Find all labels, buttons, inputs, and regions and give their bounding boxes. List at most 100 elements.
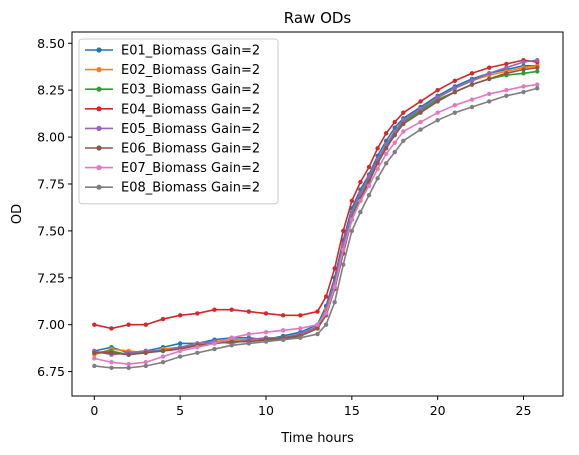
data-point <box>92 350 97 356</box>
data-point <box>212 346 217 352</box>
legend-item: E04_Biomass Gain=2 <box>85 102 260 117</box>
y-tick-label: 8.25 <box>37 83 65 98</box>
data-point <box>323 322 329 327</box>
data-point <box>375 176 380 181</box>
data-point <box>160 354 166 359</box>
data-point <box>315 331 320 337</box>
data-point <box>160 316 166 322</box>
data-point <box>401 121 406 127</box>
data-point <box>263 311 269 316</box>
data-point <box>366 183 372 189</box>
data-point <box>521 89 526 95</box>
data-point <box>323 311 329 316</box>
y-axis: 6.75 7.00 7.25 7.50 7.75 8.00 8.25 8.50 <box>37 36 72 379</box>
data-point <box>521 84 526 89</box>
data-point <box>535 65 540 70</box>
x-tick-label: 0 <box>90 403 98 418</box>
data-point <box>469 78 475 83</box>
data-point <box>383 131 389 136</box>
data-point <box>246 309 252 314</box>
data-point <box>126 361 131 367</box>
data-point <box>435 110 440 115</box>
data-point <box>418 99 423 104</box>
data-point <box>109 365 114 371</box>
data-point <box>469 104 475 110</box>
legend-item: E01_Biomass Gain=2 <box>85 44 260 59</box>
data-point <box>504 61 509 67</box>
data-point <box>195 350 200 356</box>
legend-marker <box>96 145 102 151</box>
data-point <box>280 313 286 318</box>
x-tick-label: 25 <box>516 403 532 418</box>
data-point <box>246 331 252 337</box>
data-point <box>229 343 234 348</box>
data-point <box>521 71 526 76</box>
data-point <box>401 110 406 115</box>
data-point <box>126 322 131 327</box>
legend-item: E08_Biomass Gain=2 <box>85 181 260 196</box>
data-point <box>195 311 200 316</box>
data-point <box>349 217 355 222</box>
data-point <box>452 102 458 108</box>
data-point <box>109 360 114 365</box>
data-point <box>229 307 234 312</box>
data-point <box>521 67 526 72</box>
series-line <box>94 59 538 356</box>
y-tick-label: 7.75 <box>37 176 65 191</box>
data-point <box>435 95 440 100</box>
legend-marker <box>96 184 102 190</box>
data-point <box>504 65 509 70</box>
y-axis-label: OD <box>10 204 25 224</box>
data-point <box>143 360 149 365</box>
data-point <box>246 341 252 346</box>
data-point <box>418 110 423 115</box>
data-point <box>358 179 363 185</box>
data-point <box>298 313 303 318</box>
data-point <box>126 352 131 357</box>
data-point <box>92 356 97 361</box>
data-point <box>358 209 363 215</box>
data-point <box>469 71 475 76</box>
y-tick-label: 7.50 <box>37 223 65 238</box>
series-line <box>94 59 538 330</box>
data-point <box>109 326 114 331</box>
data-point <box>332 284 337 290</box>
legend-label: E02_Biomass Gain=2 <box>121 63 260 78</box>
data-point <box>535 82 540 87</box>
data-point <box>435 99 440 104</box>
data-point <box>143 350 149 356</box>
legend-item: E02_Biomass Gain=2 <box>85 63 260 78</box>
data-point <box>469 82 475 87</box>
data-point <box>375 166 380 172</box>
legend-label: E01_Biomass Gain=2 <box>121 44 260 59</box>
data-point <box>315 322 320 327</box>
data-point <box>535 86 540 91</box>
data-point <box>392 140 397 145</box>
data-point <box>452 110 458 115</box>
data-point <box>212 307 217 312</box>
legend-marker <box>96 86 102 92</box>
series-line <box>94 64 538 354</box>
y-tick-label: 7.00 <box>37 317 65 332</box>
series-line <box>94 83 538 365</box>
legend-item: E05_Biomass Gain=2 <box>85 122 260 137</box>
x-tick-label: 20 <box>430 403 446 418</box>
y-tick-label: 7.25 <box>37 270 65 285</box>
data-point <box>452 86 458 91</box>
x-tick-label: 10 <box>258 403 274 418</box>
data-point <box>298 326 303 331</box>
data-point <box>504 71 509 76</box>
axes-frame <box>71 31 564 397</box>
data-point <box>383 161 389 166</box>
legend: E01_Biomass Gain=2 E02_Biomass Gain=2 E03_… <box>78 38 279 205</box>
legend-label: E06_Biomass Gain=2 <box>121 142 260 157</box>
data-point <box>109 350 114 356</box>
x-axis-label: Time hours <box>280 431 354 446</box>
legend-item: E06_Biomass Gain=2 <box>85 142 260 157</box>
data-point <box>349 209 355 215</box>
data-point <box>177 354 183 359</box>
data-point <box>401 117 406 123</box>
data-point <box>535 57 540 63</box>
y-tick-label: 8.00 <box>37 130 65 145</box>
